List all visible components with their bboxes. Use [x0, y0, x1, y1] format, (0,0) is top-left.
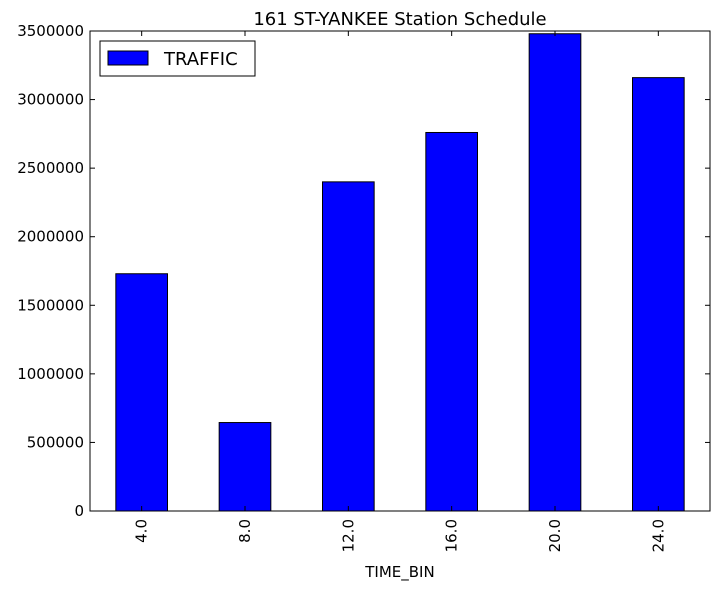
- legend-label: TRAFFIC: [163, 49, 238, 70]
- x-tick-label: 20.0: [546, 519, 564, 552]
- y-tick-label: 2000000: [17, 228, 84, 246]
- y-axis: 0 500000 1000000 1500000 2000000 2500000 30000…: [17, 22, 710, 520]
- x-tick-label: 8.0: [236, 519, 254, 543]
- x-tick-label: 24.0: [649, 519, 667, 552]
- y-tick-label: 500000: [27, 433, 84, 451]
- x-tick-label: 16.0: [443, 519, 461, 552]
- y-tick-label: 1000000: [17, 365, 84, 383]
- y-tick-label: 3500000: [17, 22, 84, 40]
- y-tick-label: 3000000: [17, 91, 84, 109]
- y-tick-label: 0: [74, 502, 84, 520]
- bar-12.0: [322, 181, 375, 512]
- x-axis-label: TIME_BIN: [364, 563, 434, 582]
- x-tick-label: 12.0: [339, 519, 357, 552]
- plot-frame: [89, 30, 711, 512]
- bar-24.0: [632, 77, 685, 512]
- bar-20.0: [528, 33, 582, 512]
- x-tick-label: 4.0: [133, 519, 151, 543]
- bars-group: [115, 33, 685, 512]
- chart-title: 161 ST-YANKEE Station Schedule: [253, 9, 546, 30]
- bar-4.0: [115, 273, 169, 512]
- y-tick-label: 1500000: [17, 296, 84, 314]
- legend-swatch: [107, 50, 149, 66]
- bar-16.0: [425, 131, 479, 512]
- bar-8.0: [218, 422, 272, 512]
- y-tick-label: 2500000: [17, 159, 84, 177]
- legend: TRAFFIC: [99, 40, 256, 77]
- x-axis: 4.0 8.0 12.0 16.0 20.0 24.0: [133, 31, 667, 552]
